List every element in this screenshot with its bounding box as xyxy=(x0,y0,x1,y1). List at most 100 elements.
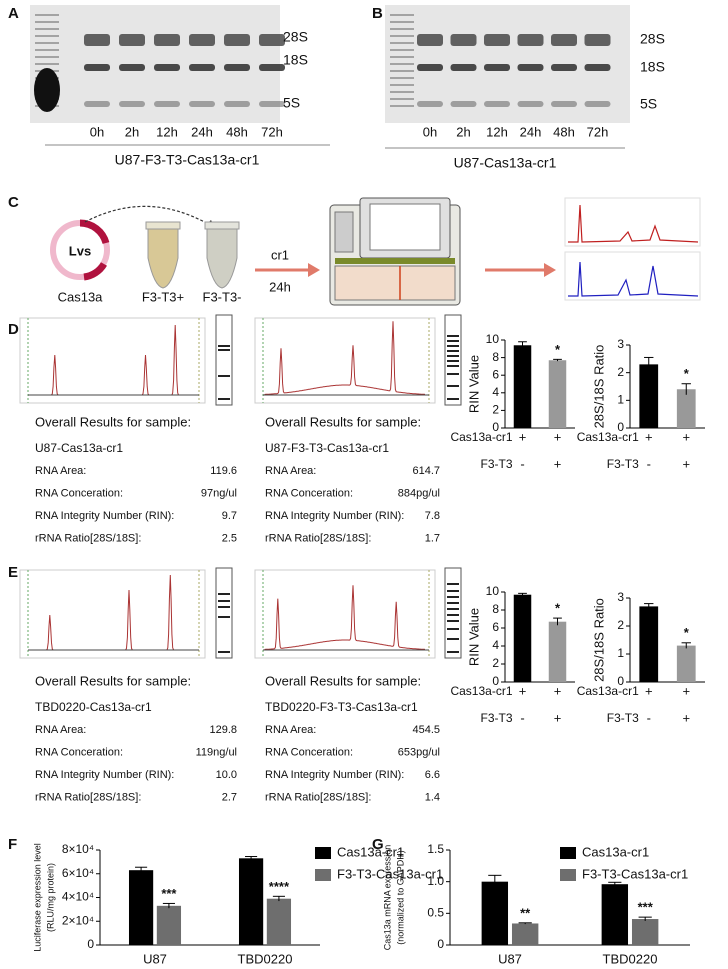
panel-label: E xyxy=(8,564,18,581)
condition-sign: - xyxy=(520,710,524,725)
gel-strip-band xyxy=(447,620,459,622)
electropherogram xyxy=(254,317,436,404)
bar xyxy=(511,923,539,945)
y-tick-label: 1 xyxy=(617,393,624,407)
y-tick-label: 0.5 xyxy=(427,906,444,920)
y-tick-label: 0 xyxy=(492,420,499,434)
y-tick-label: 3 xyxy=(617,337,624,351)
gel-band xyxy=(84,101,110,107)
bar xyxy=(639,364,659,428)
gel-band xyxy=(189,101,215,107)
gel-band xyxy=(450,101,477,107)
instrument-vent xyxy=(334,211,354,253)
summary-value: 129.8 xyxy=(209,724,237,736)
ladder-band xyxy=(390,63,414,65)
ladder-band xyxy=(390,70,414,72)
summary-label: RNA Integrity Number (RIN): xyxy=(35,510,174,522)
summary-value: 119.6 xyxy=(210,465,237,477)
tube-label: F3-T3+ xyxy=(142,289,184,304)
instrument-screen xyxy=(369,203,441,251)
condition-sign: + xyxy=(554,683,562,698)
legend-swatch xyxy=(560,847,576,859)
gel-band xyxy=(189,34,215,46)
gel-band xyxy=(417,101,443,107)
gel-strip-band xyxy=(447,608,459,610)
gel-strip-band xyxy=(447,651,459,653)
y-tick-label: 1.0 xyxy=(427,874,444,888)
y-tick-label: 8×10⁴ xyxy=(62,842,94,856)
summary-value: 9.7 xyxy=(222,510,237,522)
gel-strip xyxy=(444,567,462,659)
y-tick-label: 4 xyxy=(492,638,499,652)
gel-strip xyxy=(215,314,233,406)
condition-sign: + xyxy=(554,456,562,471)
step-label: cr1 xyxy=(271,247,289,262)
band-label: 5S xyxy=(283,95,300,111)
gel-strip-band xyxy=(218,593,230,595)
summary-label: rRNA Ratio[28S/18S]: xyxy=(35,791,141,803)
legend-swatch xyxy=(315,847,331,859)
lane-label: 48h xyxy=(553,124,575,139)
lane-label: 48h xyxy=(226,124,248,139)
condition-sign: + xyxy=(645,429,653,444)
legend-label: Cas13a-cr1 xyxy=(582,844,649,859)
significance: * xyxy=(684,625,690,640)
y-axis-label: 28S/18S Ratio xyxy=(591,345,606,429)
panel-label: G xyxy=(372,836,384,853)
summary-value: 1.4 xyxy=(425,791,440,803)
lane-label: 12h xyxy=(156,124,178,139)
significance: ** xyxy=(520,905,531,920)
y-tick-label: 8 xyxy=(492,350,499,364)
condition-sign: + xyxy=(519,429,527,444)
condition-label: Cas13a-cr1 xyxy=(577,684,639,698)
summary-label: RNA Area: xyxy=(35,465,86,477)
lane-label: 2h xyxy=(456,124,470,139)
summary-label: rRNA Ratio[28S/18S]: xyxy=(265,532,371,544)
summary-label: RNA Integrity Number (RIN): xyxy=(265,510,404,522)
lane-label: 0h xyxy=(90,124,104,139)
gel-band xyxy=(224,34,250,46)
y-axis-label: (RLU/mg protein) xyxy=(45,863,55,932)
ladder-band xyxy=(390,14,414,16)
y-axis-label: Cas13a mRNA expression xyxy=(382,845,392,951)
lane-label: 72h xyxy=(261,124,283,139)
summary-label: rRNA Ratio[28S/18S]: xyxy=(265,791,371,803)
summary-label: RNA Integrity Number (RIN): xyxy=(35,769,174,781)
gel-band xyxy=(551,34,577,46)
gel-band xyxy=(189,64,215,71)
gel-band xyxy=(484,101,510,107)
bar xyxy=(156,905,182,945)
time-label: 24h xyxy=(269,279,291,294)
summary-label: rRNA Ratio[28S/18S]: xyxy=(35,532,141,544)
gel-strip-band xyxy=(218,651,230,653)
lane-label: 72h xyxy=(587,124,609,139)
gel-strip-band xyxy=(447,345,459,347)
ladder-band xyxy=(390,28,414,30)
legend-swatch xyxy=(560,869,576,881)
summary-heading: Overall Results for sample: xyxy=(35,673,191,688)
gel-blob xyxy=(34,68,60,112)
ladder-band xyxy=(390,35,414,37)
summary-value: 2.7 xyxy=(222,791,237,803)
bar xyxy=(639,606,659,682)
summary-label: RNA Area: xyxy=(35,724,86,736)
summary-value: 7.8 xyxy=(425,510,440,522)
condition-sign: + xyxy=(645,683,653,698)
mini-plot xyxy=(564,197,701,247)
condition-label: F3-T3 xyxy=(607,457,639,471)
gel-band xyxy=(259,101,285,107)
panel-label: D xyxy=(8,321,19,338)
condition-label: Cas13a-cr1 xyxy=(450,430,512,444)
gel-band xyxy=(84,34,110,46)
condition-sign: + xyxy=(682,710,690,725)
gel-band xyxy=(119,34,145,46)
gel-band xyxy=(154,101,180,107)
legend-label: F3-T3-Cas13a-cr1 xyxy=(337,866,443,881)
summary-heading: Overall Results for sample: xyxy=(35,414,191,429)
gel-band xyxy=(417,64,443,71)
plasmid-insert xyxy=(79,219,110,245)
y-tick-label: 1.5 xyxy=(427,842,444,856)
bar xyxy=(631,919,659,945)
gel-band xyxy=(584,34,611,46)
